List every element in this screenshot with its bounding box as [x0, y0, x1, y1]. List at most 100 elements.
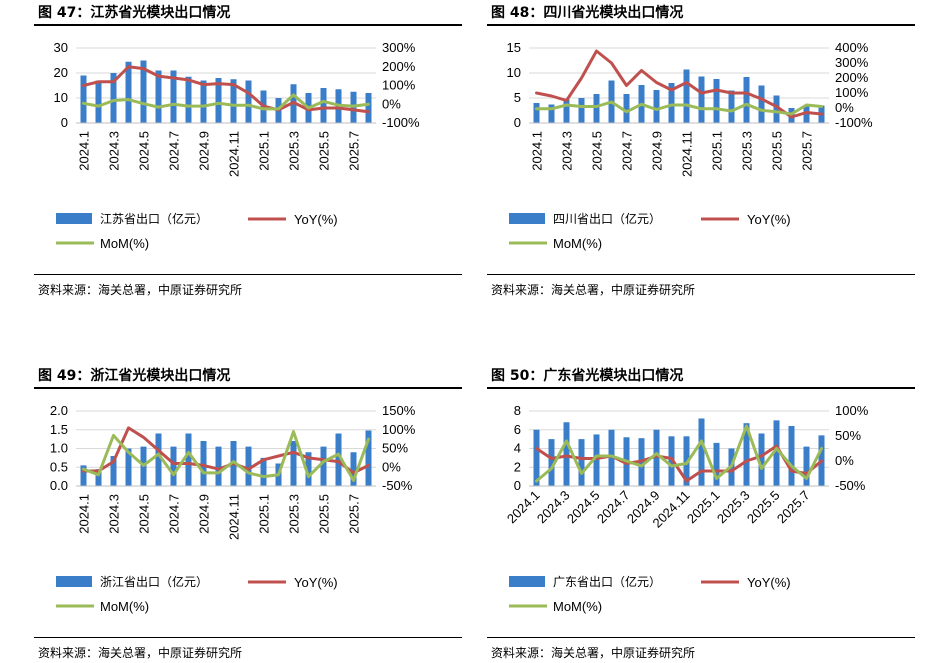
- mom-line: [82, 430, 370, 482]
- legend-mom-label: MoM(%): [553, 236, 602, 251]
- chart-zhejiang: 0.0 0.5 1.0 1.5 2.0 -50% 0% 50% 100% 150% 2024.1 20…: [50, 403, 416, 614]
- bar: [563, 99, 570, 123]
- bar: [623, 94, 630, 123]
- left-tick-label: 0: [514, 115, 521, 130]
- left-tick-label: 2: [514, 459, 521, 474]
- bar: [335, 433, 342, 486]
- panel-title: 图 50：广东省光模块出口情况: [491, 368, 684, 384]
- left-tick-label: 0.5: [50, 459, 68, 474]
- bottom-rule: [487, 637, 915, 638]
- bar: [185, 433, 192, 486]
- x-tick-label: 2025.7: [800, 131, 815, 171]
- x-tick-label: 2024.1: [77, 131, 92, 171]
- bar: [245, 446, 252, 486]
- right-tick-label: 300%: [382, 40, 416, 55]
- right-tick-label: 100%: [835, 85, 869, 100]
- x-tick-label: 2025.7: [347, 494, 362, 534]
- panel-title: 图 47：江苏省光模块出口情况: [38, 5, 231, 21]
- bar: [533, 103, 540, 123]
- bar: [245, 80, 252, 123]
- right-tick-label: 200%: [835, 70, 869, 85]
- bar: [728, 90, 735, 123]
- left-tick-label: 10: [54, 90, 68, 105]
- top-rule: [487, 387, 915, 389]
- legend-bar-swatch: [509, 576, 545, 587]
- bar: [185, 76, 192, 123]
- bar: [773, 95, 780, 123]
- x-tick-label: 2024.7: [167, 131, 182, 171]
- bar: [170, 70, 177, 123]
- right-tick-label: -100%: [382, 115, 420, 130]
- source-note: 资料来源：海关总署，中原证券研究所: [491, 283, 696, 297]
- right-tick-label: 50%: [835, 428, 861, 443]
- right-tick-label: -50%: [382, 478, 413, 493]
- bar: [593, 94, 600, 123]
- bottom-rule: [34, 274, 462, 275]
- legend-bar-swatch: [56, 213, 92, 224]
- panel-jiangsu: 图 47：江苏省光模块出口情况 0 10 20 30 -100% 0% 100% 200% 30…: [34, 2, 462, 297]
- left-tick-label: 30: [54, 40, 68, 55]
- bar: [290, 441, 297, 486]
- chart-jiangsu: 0 10 20 30 -100% 0% 100% 200% 300% 2024.1 2024.3 20…: [54, 40, 420, 251]
- top-rule: [487, 24, 915, 26]
- x-tick-label: 2025.3: [287, 131, 302, 171]
- bar: [683, 69, 690, 123]
- x-tick-label: 2024.3: [560, 131, 575, 171]
- bar: [533, 429, 540, 486]
- bar: [155, 70, 162, 123]
- bar: [140, 60, 147, 123]
- mom-line: [535, 424, 823, 483]
- bar: [563, 422, 570, 486]
- left-tick-label: 10: [507, 65, 521, 80]
- bottom-rule: [487, 274, 915, 275]
- bar: [365, 93, 372, 123]
- x-tick-label: 2025.5: [744, 488, 783, 527]
- right-tick-label: 100%: [382, 422, 416, 437]
- x-tick-label: 2024.9: [197, 131, 212, 171]
- legend-bar-label: 广东省出口（亿元）: [553, 574, 661, 589]
- bar: [215, 446, 222, 486]
- bar: [593, 434, 600, 486]
- yoy-line: [82, 65, 370, 114]
- bar: [305, 452, 312, 486]
- right-tick-label: 0%: [835, 453, 854, 468]
- left-tick-label: 5: [514, 90, 521, 105]
- panel-title: 图 48：四川省光模块出口情况: [491, 5, 684, 21]
- legend-yoy-label: YoY(%): [747, 212, 791, 227]
- bar: [350, 452, 357, 486]
- legend-bar-swatch: [509, 213, 545, 224]
- x-tick-label: 2024.7: [620, 131, 635, 171]
- bar: [260, 457, 267, 486]
- x-tick-label: 2024.3: [107, 494, 122, 534]
- bottom-rule: [34, 637, 462, 638]
- x-tick-label: 2024.1: [77, 494, 92, 534]
- bar: [200, 441, 207, 486]
- source-note: 资料来源：海关总署，中原证券研究所: [38, 646, 243, 660]
- bar: [320, 446, 327, 486]
- bar: [215, 78, 222, 123]
- right-tick-label: 200%: [382, 59, 416, 74]
- left-tick-label: 1.0: [50, 441, 68, 456]
- x-tick-label: 2025.1: [684, 488, 723, 527]
- left-tick-label: 8: [514, 403, 521, 418]
- x-tick-label: 2025.5: [317, 131, 332, 171]
- legend-yoy-label: YoY(%): [294, 212, 338, 227]
- bar: [803, 446, 810, 486]
- left-tick-label: 4: [514, 441, 521, 456]
- bar: [110, 73, 117, 123]
- x-tick-label: 2024.9: [650, 131, 665, 171]
- x-tick-label: 2025.7: [347, 131, 362, 171]
- bar: [653, 90, 660, 123]
- right-tick-label: 300%: [835, 55, 869, 70]
- bar: [80, 75, 87, 123]
- x-tick-label: 2024.3: [534, 488, 573, 527]
- x-tick-label: 2024.11: [227, 131, 242, 177]
- bar: [320, 88, 327, 123]
- bar: [713, 442, 720, 486]
- bar: [110, 456, 117, 486]
- x-tick-label: 2024.5: [564, 488, 603, 527]
- bar: [200, 80, 207, 123]
- bar: [743, 77, 750, 123]
- source-note: 资料来源：海关总署，中原证券研究所: [38, 283, 243, 297]
- bar: [95, 80, 102, 123]
